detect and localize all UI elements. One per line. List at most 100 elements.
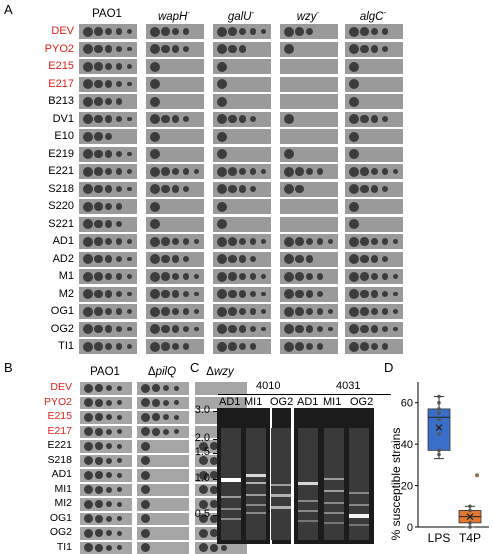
plaque-spot (141, 485, 150, 494)
plaque-spot (306, 290, 313, 297)
plaque-spot (393, 309, 398, 314)
plaque-spot (382, 273, 388, 279)
plaque-spot (94, 80, 103, 89)
panel-b-plate-strip (80, 513, 132, 526)
plaque-spot (161, 115, 170, 124)
plaque-spot (95, 486, 103, 494)
plaque-spot (349, 62, 359, 72)
panel-b-strain-label: PYO2 (28, 396, 72, 408)
panel-a-plate-strip (345, 94, 403, 109)
plaque-spot (117, 516, 122, 521)
panel-a-plate-strip (345, 322, 403, 337)
panel-a-strain-label: OG1 (30, 305, 74, 317)
plaque-spot (150, 27, 160, 37)
plaque-spot (349, 79, 359, 89)
panel-b-strain-label: E215 (28, 410, 72, 422)
panel-a-plate-strip (79, 339, 137, 354)
plaque-spot (250, 168, 256, 174)
panel-b-strain-label: E221 (28, 439, 72, 451)
plaque-spot (284, 237, 294, 247)
plaque-spot (183, 308, 189, 314)
plaque-spot (174, 415, 179, 420)
gel-band (324, 512, 344, 514)
plaque-spot (295, 342, 304, 351)
y-tick-label: 40 (401, 439, 413, 451)
plaque-spot (152, 413, 160, 421)
plaque-spot (393, 169, 398, 174)
plaque-spot (117, 386, 122, 391)
plaque-spot (349, 289, 359, 299)
panel-b-plate-strip (137, 513, 189, 526)
plaque-spot (150, 254, 160, 264)
gel-band (221, 496, 241, 498)
plaque-spot (217, 342, 227, 352)
plaque-spot (127, 47, 132, 52)
plaque-spot (382, 308, 388, 314)
plaque-spot (217, 324, 227, 334)
plaque-spot (239, 343, 246, 350)
plaque-spot (295, 255, 304, 264)
plaque-spot (172, 308, 179, 315)
gel-lane-label: MI1 (244, 396, 262, 408)
plaque-spot (349, 27, 359, 37)
plaque-spot (150, 62, 160, 72)
plaque-spot (94, 167, 103, 176)
plaque-spot (371, 45, 378, 52)
plaque-spot (105, 115, 112, 122)
gel-lane-label: OG2 (270, 396, 293, 408)
plaque-spot (393, 239, 398, 244)
plaque-spot (360, 27, 369, 36)
plaque-spot (117, 502, 122, 507)
panel-a-plate-strip (345, 147, 403, 162)
plaque-spot (228, 45, 237, 54)
plaque-spot (150, 219, 160, 229)
plaque-spot (360, 167, 369, 176)
panel-a-plate-strip (213, 42, 271, 57)
plaque-spot (349, 272, 359, 282)
plaque-spot (371, 255, 378, 262)
plaque-spot (172, 28, 179, 35)
plaque-spot (174, 429, 179, 434)
plaque-spot (84, 427, 93, 436)
plaque-spot (106, 516, 112, 522)
plaque-spot (349, 114, 359, 124)
plaque-spot (150, 272, 160, 282)
plaque-spot (349, 324, 359, 334)
plaque-spot (239, 255, 246, 262)
gel-band (324, 522, 344, 524)
panel-b-plate-strip (137, 469, 189, 482)
gel-band (298, 500, 318, 502)
gel-band (349, 492, 369, 494)
panel-a-plate-strip (280, 199, 338, 214)
plaque-spot (94, 150, 103, 159)
plaque-spot (127, 117, 132, 122)
plaque-spot (239, 28, 246, 35)
plaque-spot (328, 309, 333, 314)
y-tick-label: 20 (401, 481, 413, 493)
plaque-spot (228, 342, 237, 351)
panel-a-plate-strip (79, 182, 137, 197)
panel-b-plate-strip (137, 542, 189, 554)
plaque-spot (117, 458, 122, 463)
plaque-spot (306, 273, 313, 280)
plaque-spot (194, 274, 199, 279)
plaque-spot (141, 398, 150, 407)
plaque-spot (349, 254, 359, 264)
plaque-spot (116, 326, 122, 332)
plaque-spot (150, 184, 160, 194)
plaque-spot (349, 202, 359, 212)
plaque-spot (84, 514, 93, 523)
plaque-spot (150, 202, 160, 212)
panel-a-plate-strip (146, 199, 204, 214)
plaque-spot (194, 292, 199, 297)
plaque-spot (95, 442, 103, 450)
plaque-spot (127, 327, 132, 332)
plaque-spot (127, 82, 132, 87)
panel-b-plate-strip (80, 455, 132, 468)
plaque-spot (116, 308, 122, 314)
plaque-spot (150, 324, 160, 334)
plaque-spot (105, 343, 112, 350)
panel-a-plate-strip (213, 164, 271, 179)
plaque-spot (150, 307, 160, 317)
plaque-spot (349, 342, 359, 352)
